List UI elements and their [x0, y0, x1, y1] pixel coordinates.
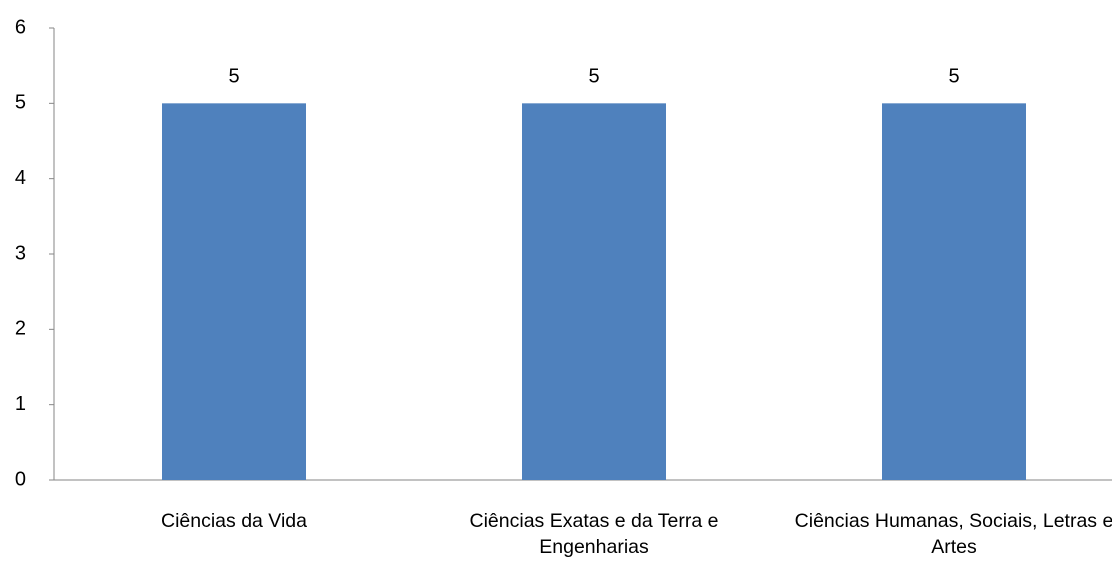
y-tick-label: 4 [15, 167, 26, 189]
x-tick-label: Ciências Exatas e da Terra e Engenharias [469, 510, 719, 558]
x-tick-label: Ciências da Vida [161, 510, 307, 532]
y-tick-label: 6 [15, 16, 26, 38]
bar [162, 103, 306, 480]
x-tick-label: Ciências Humanas, Sociais, Letras e Arte… [794, 510, 1112, 558]
y-tick-label: 0 [15, 468, 26, 490]
y-tick-label: 1 [15, 393, 26, 415]
data-label: 5 [948, 66, 959, 88]
y-tick-label: 5 [15, 92, 26, 114]
bar [522, 103, 666, 480]
data-label: 5 [588, 66, 599, 88]
data-label: 5 [228, 66, 239, 88]
bar [882, 103, 1026, 480]
y-tick-label: 3 [15, 242, 26, 264]
y-tick-label: 2 [15, 318, 26, 340]
